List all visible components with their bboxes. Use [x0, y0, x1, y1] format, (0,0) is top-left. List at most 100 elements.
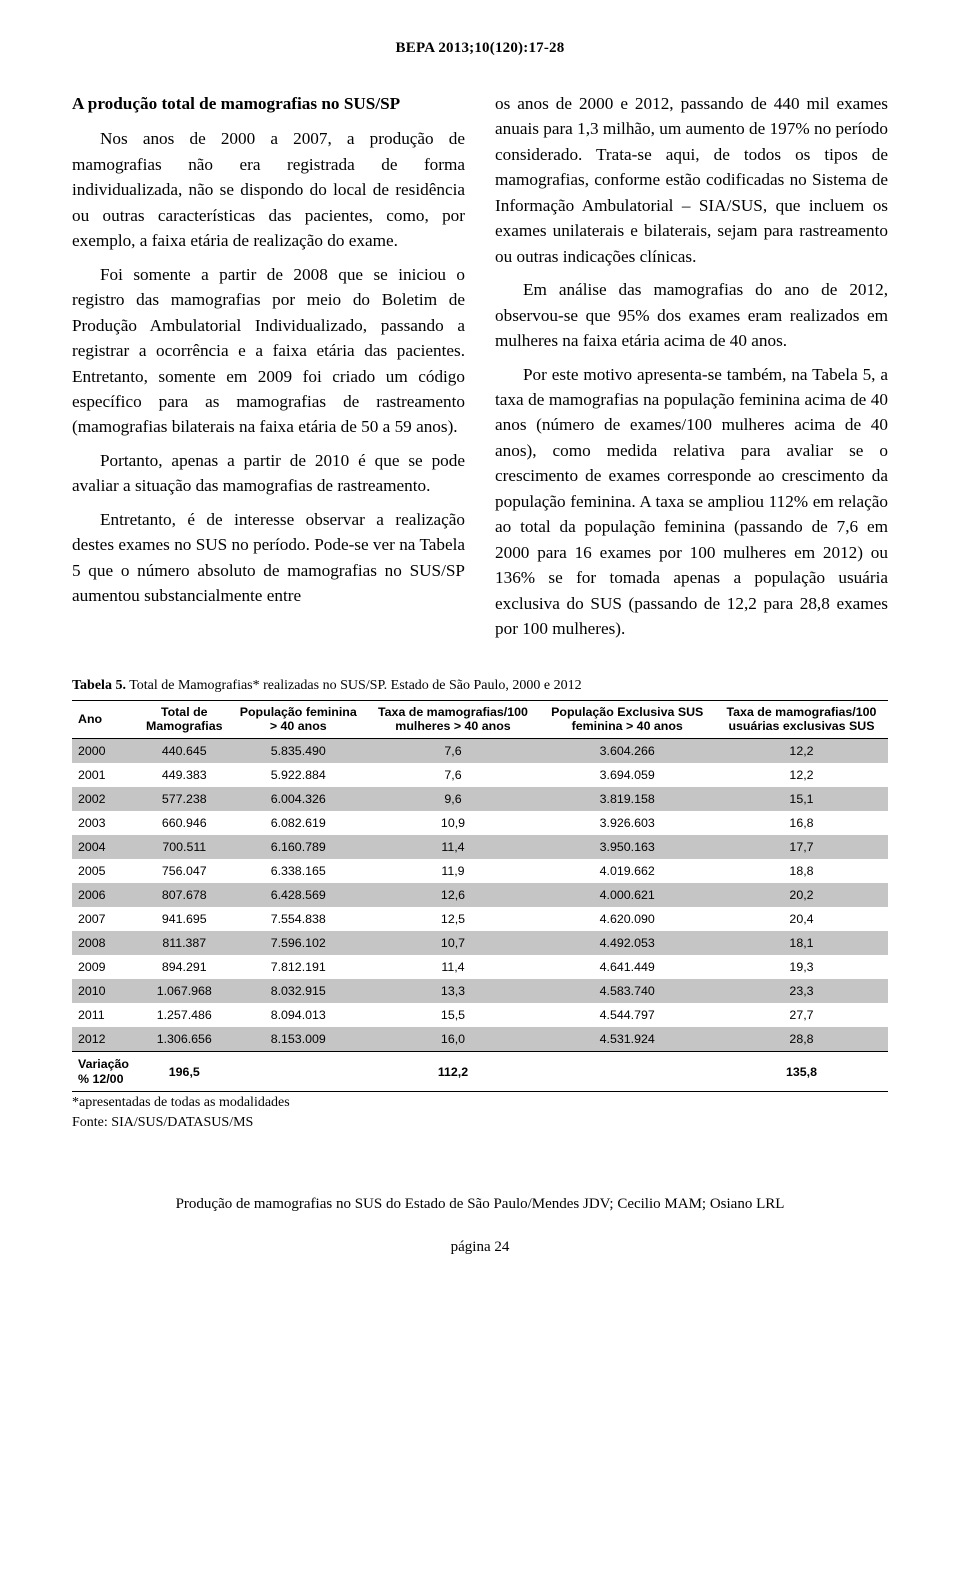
table-cell: 9,6	[367, 787, 540, 811]
table-cell: 4.000.621	[539, 883, 715, 907]
table-row: 20121.306.6568.153.00916,04.531.92428,8	[72, 1027, 888, 1052]
table-cell: 12,6	[367, 883, 540, 907]
table-cell: 2009	[72, 955, 139, 979]
table-cell: 3.926.603	[539, 811, 715, 835]
table-row: 2000440.6455.835.4907,63.604.26612,2	[72, 739, 888, 764]
table-cell: 700.511	[139, 835, 230, 859]
table-cell: 894.291	[139, 955, 230, 979]
table-cell: 8.153.009	[230, 1027, 367, 1052]
table-row: 2006807.6786.428.56912,64.000.62120,2	[72, 883, 888, 907]
table-cell: 1.067.968	[139, 979, 230, 1003]
table-cell: 13,3	[367, 979, 540, 1003]
paragraph: Em análise das mamografias do ano de 201…	[495, 277, 888, 353]
page-number: página 24	[72, 1239, 888, 1256]
table-footnote: *apresentadas de todas as modalidades	[72, 1094, 888, 1112]
table-cell: 16,0	[367, 1027, 540, 1052]
table-row: 2003660.9466.082.61910,93.926.60316,8	[72, 811, 888, 835]
table-cell: 2002	[72, 787, 139, 811]
table-cell: 2004	[72, 835, 139, 859]
table-row: 2009894.2917.812.19111,44.641.44919,3	[72, 955, 888, 979]
table-cell: 11,9	[367, 859, 540, 883]
left-column: A produção total de mamografias no SUS/S…	[72, 91, 465, 650]
table-cell: 4.620.090	[539, 907, 715, 931]
table-cell: 6.428.569	[230, 883, 367, 907]
table-cell: 2012	[72, 1027, 139, 1052]
table-header-cell: Total deMamografias	[139, 700, 230, 739]
paragraph: Por este motivo apresenta-se também, na …	[495, 362, 888, 642]
table-cell: 811.387	[139, 931, 230, 955]
table-cell: 17,7	[715, 835, 888, 859]
table-cell: 1.257.486	[139, 1003, 230, 1027]
table-cell: 16,8	[715, 811, 888, 835]
table-cell: 27,7	[715, 1003, 888, 1027]
table-cell: 2003	[72, 811, 139, 835]
table-cell: 11,4	[367, 835, 540, 859]
table-cell: 15,5	[367, 1003, 540, 1027]
table-row: 2004700.5116.160.78911,43.950.16317,7	[72, 835, 888, 859]
paragraph: os anos de 2000 e 2012, passando de 440 …	[495, 91, 888, 269]
running-footer: Produção de mamografias no SUS do Estado…	[72, 1196, 888, 1213]
table-cell: 660.946	[139, 811, 230, 835]
table-cell: 7.596.102	[230, 931, 367, 955]
table-cell: 5.922.884	[230, 763, 367, 787]
two-column-body: A produção total de mamografias no SUS/S…	[72, 91, 888, 650]
table-row: 20111.257.4868.094.01315,54.544.79727,7	[72, 1003, 888, 1027]
table-cell: 7,6	[367, 739, 540, 764]
mamografias-table: AnoTotal deMamografiasPopulação feminina…	[72, 700, 888, 1092]
table-cell: 2005	[72, 859, 139, 883]
journal-header: BEPA 2013;10(120):17-28	[72, 40, 888, 57]
table-row: 2005756.0476.338.16511,94.019.66218,8	[72, 859, 888, 883]
table-cell: 2010	[72, 979, 139, 1003]
table-caption: Tabela 5. Total de Mamografias* realizad…	[72, 678, 888, 694]
paragraph: Foi somente a partir de 2008 que se inic…	[72, 262, 465, 440]
table-cell: 28,8	[715, 1027, 888, 1052]
table-cell: 8.094.013	[230, 1003, 367, 1027]
table-cell: 2001	[72, 763, 139, 787]
table-cell: 15,1	[715, 787, 888, 811]
table-cell: 10,7	[367, 931, 540, 955]
table-cell: 23,3	[715, 979, 888, 1003]
table-cell: 2000	[72, 739, 139, 764]
table-cell: 19,3	[715, 955, 888, 979]
table-cell: 5.835.490	[230, 739, 367, 764]
table-cell: 2011	[72, 1003, 139, 1027]
table-cell: 20,4	[715, 907, 888, 931]
table-cell: 2007	[72, 907, 139, 931]
table-cell: 4.531.924	[539, 1027, 715, 1052]
table-cell: 577.238	[139, 787, 230, 811]
table-cell: 6.338.165	[230, 859, 367, 883]
table-cell: 3.819.158	[539, 787, 715, 811]
table-cell: 7,6	[367, 763, 540, 787]
table-cell: 941.695	[139, 907, 230, 931]
table-cell: 449.383	[139, 763, 230, 787]
table-cell: 2008	[72, 931, 139, 955]
table-cell: 10,9	[367, 811, 540, 835]
table-cell: 6.082.619	[230, 811, 367, 835]
table-cell: 12,2	[715, 763, 888, 787]
table-header-cell: Ano	[72, 700, 139, 739]
table-cell: 6.004.326	[230, 787, 367, 811]
table-cell: 196,5	[139, 1052, 230, 1092]
table-title: Total de Mamografias* realizadas no SUS/…	[126, 678, 582, 693]
table-row: 20101.067.9688.032.91513,34.583.74023,3	[72, 979, 888, 1003]
table-cell: 12,2	[715, 739, 888, 764]
table-row-variacao: Variação% 12/00196,5112,2135,8	[72, 1052, 888, 1092]
table-cell: 3.604.266	[539, 739, 715, 764]
table-cell: 18,8	[715, 859, 888, 883]
table-cell: 3.950.163	[539, 835, 715, 859]
table-cell: 4.019.662	[539, 859, 715, 883]
table-cell: 112,2	[367, 1052, 540, 1092]
table-cell: 11,4	[367, 955, 540, 979]
table-row: 2008811.3877.596.10210,74.492.05318,1	[72, 931, 888, 955]
table-cell: 135,8	[715, 1052, 888, 1092]
table-cell: 4.492.053	[539, 931, 715, 955]
table-source: Fonte: SIA/SUS/DATASUS/MS	[72, 1114, 888, 1132]
table-cell: 12,5	[367, 907, 540, 931]
paragraph: Portanto, apenas a partir de 2010 é que …	[72, 448, 465, 499]
table-header-cell: População Exclusiva SUSfeminina > 40 ano…	[539, 700, 715, 739]
section-heading: A produção total de mamografias no SUS/S…	[72, 91, 465, 116]
table-header-cell: Taxa de mamografias/100mulheres > 40 ano…	[367, 700, 540, 739]
table-row: 2001449.3835.922.8847,63.694.05912,2	[72, 763, 888, 787]
table-row: 2002577.2386.004.3269,63.819.15815,1	[72, 787, 888, 811]
table-cell: 18,1	[715, 931, 888, 955]
